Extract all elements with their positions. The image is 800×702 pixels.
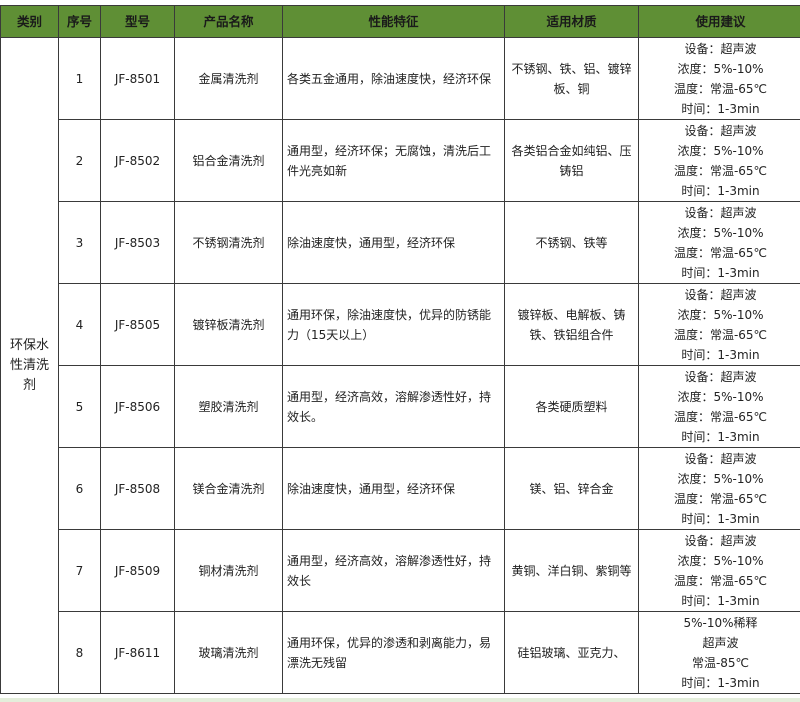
- table-row: 环保水性清洗剂 1 JF-8501 金属清洗剂 各类五金通用，除油速度快，经济环保 不锈钢…: [0, 37, 800, 694]
- material-cell: 不锈钢、铁、铝、镀锌板、铜: [504, 37, 639, 120]
- product-name-cell: 金属清洗剂: [174, 37, 283, 120]
- table-row: 3 JF-8503 不锈钢清洗剂 除油速度快，通用型，经济环保 不锈钢、铁等 设备：超声波…: [1, 201, 800, 284]
- material-cell: 各类硬质塑料: [504, 365, 639, 448]
- usage-line: 设备：超声波: [684, 369, 757, 384]
- feature-cell: 通用型，经济高效，溶解渗透性好，持效长。: [282, 365, 505, 448]
- header-row: 类别 序号 型号 产品名称 性能特征 适用材质 使用建议: [0, 5, 800, 38]
- usage-line: 浓度：5%-10%: [677, 389, 764, 404]
- product-name-cell: 塑胶清洗剂: [174, 365, 283, 448]
- product-name-cell: 铜材清洗剂: [174, 529, 283, 612]
- column-header: 使用建议: [638, 5, 800, 38]
- usage-cell: 设备：超声波 浓度：5%-10% 温度：常温-65℃ 时间：1-3min: [638, 283, 800, 366]
- model-cell: JF-8502: [100, 119, 175, 202]
- usage-line: 5%-10%稀释: [683, 615, 758, 630]
- material-cell: 黄铜、洋白铜、紫铜等: [504, 529, 639, 612]
- usage-line: 时间：1-3min: [681, 675, 760, 690]
- product-name-cell: 镁合金清洗剂: [174, 447, 283, 530]
- usage-line: 超声波: [702, 635, 739, 650]
- category-cell: 环保水性清洗剂: [0, 37, 59, 694]
- usage-line: 设备：超声波: [684, 205, 757, 220]
- column-header: 产品名称: [174, 5, 283, 38]
- table-row: 5 JF-8506 塑胶清洗剂 通用型，经济高效，溶解渗透性好，持效长。 各类硬质塑料设…: [1, 365, 800, 448]
- usage-line: 时间：1-3min: [681, 183, 760, 198]
- table-row: 6 JF-8508 镁合金清洗剂 除油速度快，通用型，经济环保 镁、铝、锌合金 设备：超声…: [1, 447, 800, 530]
- material-cell: 镁、铝、锌合金: [504, 447, 639, 530]
- table-row: 8 JF-8611 玻璃清洗剂 通用环保，优异的渗透和剥离能力，易漂洗无残留 硅铝玻璃、…: [1, 611, 800, 694]
- model-cell: JF-8505: [100, 283, 175, 366]
- table-row: 2 JF-8502 铝合金清洗剂 通用型，经济环保；无腐蚀，清洗后工件光亮如新 各类铝合…: [1, 119, 800, 202]
- usage-line: 温度：常温-65℃: [673, 573, 768, 588]
- model-cell: JF-8506: [100, 365, 175, 448]
- usage-cell: 设备：超声波 浓度：5%-10% 温度：常温-65℃ 时间：1-3min: [638, 201, 800, 284]
- feature-cell: 通用环保，除油速度快，优异的防锈能力（15天以上）: [282, 283, 505, 366]
- table-row: 7 JF-8509 铜材清洗剂 通用型，经济高效，溶解渗透性好，持效长 黄铜、洋白铜、紫…: [1, 529, 800, 612]
- feature-cell: 除油速度快，通用型，经济环保: [282, 447, 505, 530]
- usage-line: 温度：常温-65℃: [673, 409, 768, 424]
- usage-line: 浓度：5%-10%: [677, 61, 764, 76]
- usage-line: 温度：常温-65℃: [673, 245, 768, 260]
- usage-line: 浓度：5%-10%: [677, 553, 764, 568]
- usage-line: 常温-85℃: [691, 655, 750, 670]
- feature-cell: 除油速度快，通用型，经济环保: [282, 201, 505, 284]
- number-cell: 2: [58, 119, 101, 202]
- usage-line: 浓度：5%-10%: [677, 471, 764, 486]
- model-cell: JF-8508: [100, 447, 175, 530]
- usage-line: 浓度：5%-10%: [677, 143, 764, 158]
- number-cell: 1: [58, 37, 101, 120]
- model-cell: JF-8501: [100, 37, 175, 120]
- model-cell: JF-8509: [100, 529, 175, 612]
- number-cell: 8: [58, 611, 101, 694]
- feature-cell: 各类五金通用，除油速度快，经济环保: [282, 37, 505, 120]
- table-row: 4 JF-8505 镀锌板清洗剂 通用环保，除油速度快，优异的防锈能力（15天以上）镀…: [1, 283, 800, 366]
- number-cell: 7: [58, 529, 101, 612]
- usage-line: 设备：超声波: [684, 41, 757, 56]
- usage-line: 设备：超声波: [684, 287, 757, 302]
- usage-line: 时间：1-3min: [681, 347, 760, 362]
- usage-line: 温度：常温-65℃: [673, 163, 768, 178]
- usage-line: 温度：常温-65℃: [673, 81, 768, 96]
- model-cell: JF-8611: [100, 611, 175, 694]
- bottom-strip: [0, 698, 800, 702]
- usage-cell: 设备：超声波 浓度：5%-10% 温度：常温-65℃ 时间：1-3min: [638, 529, 800, 612]
- usage-line: 时间：1-3min: [681, 511, 760, 526]
- usage-cell: 5%-10%稀释 超声波常温-85℃ 时间：1-3min: [638, 611, 800, 694]
- column-header: 序号: [58, 5, 101, 38]
- column-header: 性能特征: [282, 5, 505, 38]
- usage-cell: 设备：超声波 浓度：5%-10% 温度：常温-65℃ 时间：1-3min: [638, 447, 800, 530]
- usage-line: 浓度：5%-10%: [677, 225, 764, 240]
- model-cell: JF-8503: [100, 201, 175, 284]
- number-cell: 3: [58, 201, 101, 284]
- usage-line: 浓度：5%-10%: [677, 307, 764, 322]
- usage-line: 时间：1-3min: [681, 265, 760, 280]
- usage-line: 设备：超声波: [684, 533, 757, 548]
- product-name-cell: 镀锌板清洗剂: [174, 283, 283, 366]
- usage-cell: 设备：超声波 浓度：5%-10% 温度：常温-65℃ 时间：1-3min: [638, 119, 800, 202]
- material-cell: 镀锌板、电解板、铸铁、铁铝组合件: [504, 283, 639, 366]
- usage-line: 时间：1-3min: [681, 429, 760, 444]
- product-name-cell: 铝合金清洗剂: [174, 119, 283, 202]
- material-cell: 不锈钢、铁等: [504, 201, 639, 284]
- product-name-cell: 不锈钢清洗剂: [174, 201, 283, 284]
- number-cell: 5: [58, 365, 101, 448]
- column-header: 类别: [0, 5, 59, 38]
- usage-cell: 设备：超声波 浓度：5%-10% 温度：常温-65℃ 时间：1-3min: [638, 37, 800, 120]
- material-cell: 各类铝合金如纯铝、压铸铝: [504, 119, 639, 202]
- material-cell: 硅铝玻璃、亚克力、: [504, 611, 639, 694]
- column-header: 型号: [100, 5, 175, 38]
- usage-line: 温度：常温-65℃: [673, 327, 768, 342]
- usage-cell: 设备：超声波 浓度：5%-10% 温度：常温-65℃ 时间：1-3min: [638, 365, 800, 448]
- feature-cell: 通用型，经济高效，溶解渗透性好，持效长: [282, 529, 505, 612]
- usage-line: 设备：超声波: [684, 451, 757, 466]
- usage-line: 时间：1-3min: [681, 593, 760, 608]
- usage-line: 设备：超声波: [684, 123, 757, 138]
- number-cell: 4: [58, 283, 101, 366]
- column-header: 适用材质: [504, 5, 639, 38]
- feature-cell: 通用环保，优异的渗透和剥离能力，易漂洗无残留: [282, 611, 505, 694]
- product-table: 类别 序号 型号 产品名称 性能特征 适用材质 使用建议 环保水性清洗剂 1 JF-8501 金属…: [0, 5, 800, 694]
- feature-cell: 通用型，经济环保；无腐蚀，清洗后工件光亮如新: [282, 119, 505, 202]
- number-cell: 6: [58, 447, 101, 530]
- product-name-cell: 玻璃清洗剂: [174, 611, 283, 694]
- usage-line: 时间：1-3min: [681, 101, 760, 116]
- usage-line: 温度：常温-65℃: [673, 491, 768, 506]
